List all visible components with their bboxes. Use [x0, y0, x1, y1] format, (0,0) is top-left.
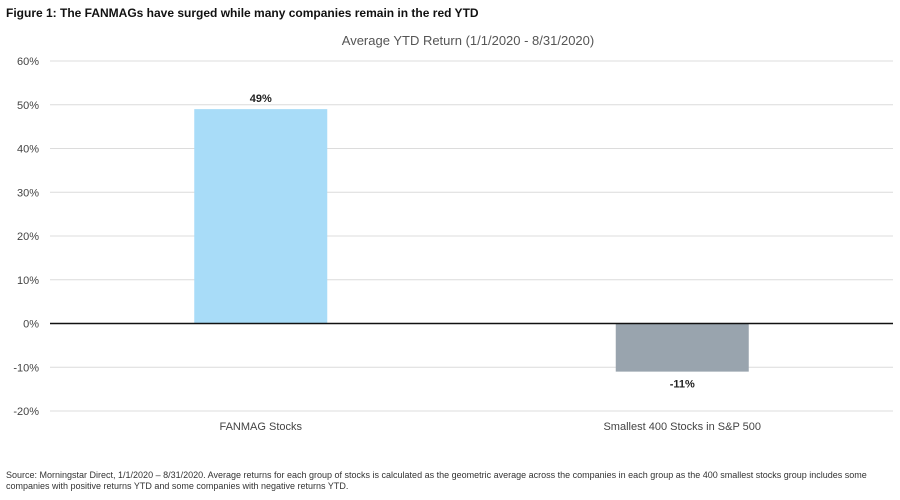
y-tick-label: -20%	[13, 406, 39, 418]
y-tick-label: 0%	[23, 319, 39, 331]
data-labels: 49% -11%	[250, 93, 695, 391]
y-axis-ticks: 60% 50% 40% 30% 20% 10% 0% -10% -20%	[13, 56, 39, 418]
y-tick-label: 40%	[17, 144, 39, 156]
bar	[615, 323, 749, 372]
data-label: 49%	[250, 93, 272, 105]
y-tick-label: 30%	[17, 187, 39, 199]
x-axis-categories: FANMAG Stocks Smallest 400 Stocks in S&P …	[219, 421, 761, 433]
y-tick-label: 10%	[17, 275, 39, 287]
y-tick-label: 20%	[17, 231, 39, 243]
figure-title: Figure 1: The FANMAGs have surged while …	[6, 6, 479, 20]
gridlines	[50, 60, 893, 412]
bar	[194, 109, 328, 324]
category-label: FANMAG Stocks	[219, 421, 302, 433]
source-note: Source: Morningstar Direct, 1/1/2020 – 8…	[6, 470, 867, 491]
y-tick-label: -10%	[13, 362, 39, 374]
chart-title: Average YTD Return (1/1/2020 - 8/31/2020…	[342, 33, 594, 48]
y-tick-label: 60%	[17, 56, 39, 68]
bars	[194, 109, 749, 372]
y-tick-label: 50%	[17, 100, 39, 112]
data-label: -11%	[670, 379, 695, 391]
bar-chart: Average YTD Return (1/1/2020 - 8/31/2020…	[13, 33, 893, 433]
category-label: Smallest 400 Stocks in S&P 500	[603, 421, 761, 433]
